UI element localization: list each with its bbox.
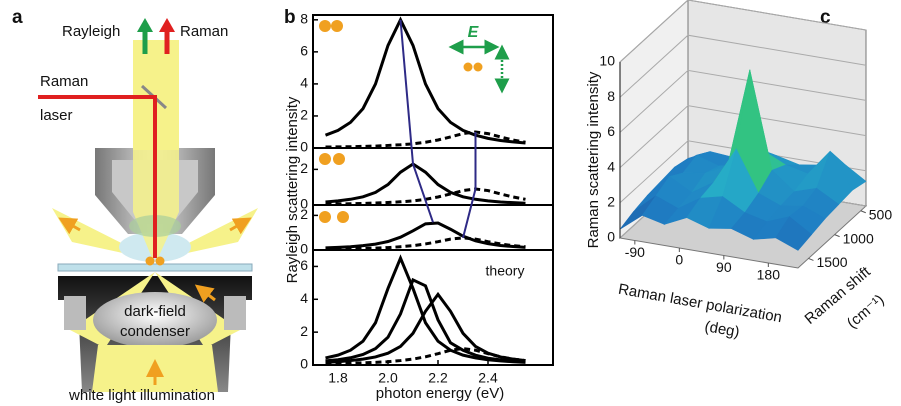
y-tick-label: 0 xyxy=(300,139,308,155)
grid-line xyxy=(619,105,867,168)
slide xyxy=(57,263,253,272)
y-tick-label: 1000 xyxy=(843,230,874,246)
label: Rayleigh xyxy=(62,23,120,40)
label: condenser xyxy=(120,323,190,340)
y-axis-label: Rayleigh scattering intensity xyxy=(284,96,301,283)
condenser-lens xyxy=(93,292,217,348)
y-tick xyxy=(834,234,840,238)
peak-trace xyxy=(399,19,434,223)
y-axis-label: (cm⁻¹) xyxy=(844,291,888,332)
y-tick xyxy=(860,210,866,214)
arrow xyxy=(58,217,81,235)
series-line xyxy=(325,236,526,251)
y-tick-label: 2 xyxy=(300,107,308,123)
stop xyxy=(64,296,86,330)
z-axis-label: Raman scattering intensity xyxy=(585,71,602,248)
x-tick-label: 2.0 xyxy=(378,370,398,386)
y-tick-label: 0 xyxy=(300,356,308,372)
label: Raman xyxy=(180,23,228,40)
x-axis-label: Raman laser polarization xyxy=(617,281,783,327)
annotation: theory xyxy=(486,263,525,279)
x-tick-label: 2.2 xyxy=(428,370,448,386)
grid-line xyxy=(619,69,867,133)
plot-frame xyxy=(312,249,554,366)
z-tick-label: 10 xyxy=(599,53,615,69)
setup-diagram: a Rayleigh Raman Raman laser dark-field … xyxy=(12,7,258,404)
label: dark-field xyxy=(124,303,186,320)
laser xyxy=(38,95,157,258)
y-tick-label: 1500 xyxy=(816,254,847,270)
arrow xyxy=(229,217,252,235)
y-tick-label: 6 xyxy=(300,257,308,273)
dimer-icons xyxy=(319,20,510,223)
z-tick-label: 4 xyxy=(607,158,615,174)
y-tick-label: 4 xyxy=(300,290,308,306)
series-line xyxy=(325,130,526,149)
y-tick-label: 2 xyxy=(300,160,308,176)
x-tick-label: 2.4 xyxy=(478,370,498,386)
z-tick-label: 0 xyxy=(607,229,615,245)
y-tick-label: 2 xyxy=(300,323,308,339)
z-tick-label: 2 xyxy=(607,194,615,210)
series-line xyxy=(325,277,526,364)
y-tick-label: 4 xyxy=(300,75,308,91)
series-line xyxy=(325,221,526,250)
series-line xyxy=(324,16,526,145)
field-label: E xyxy=(468,24,480,41)
x-tick-label: 180 xyxy=(757,267,781,283)
y-tick-label: 6 xyxy=(300,43,308,59)
y-tick-label: 0 xyxy=(300,196,308,212)
arrow-head xyxy=(137,18,153,32)
label: white light illumination xyxy=(68,387,215,404)
surface-cell xyxy=(775,216,813,251)
z-tick-label: 6 xyxy=(607,123,615,139)
series-line xyxy=(325,162,526,205)
y-tick-label: 8 xyxy=(300,11,308,27)
stop xyxy=(224,296,246,330)
z-tick-label: 8 xyxy=(607,88,615,104)
series-line xyxy=(325,291,526,364)
panel-label: c xyxy=(820,7,831,28)
label: Raman xyxy=(40,73,88,90)
y-tick-label: 2 xyxy=(300,206,308,222)
x-axis-label: (deg) xyxy=(703,318,740,341)
x-axis-label: photon energy (eV) xyxy=(376,385,504,402)
panel-label: a xyxy=(12,7,23,28)
x-tick-label: 1.8 xyxy=(328,370,348,386)
x-tick-label: 90 xyxy=(716,259,732,275)
panel-label: b xyxy=(284,7,296,28)
x-tick-label: 0 xyxy=(675,252,683,268)
arrow xyxy=(194,284,216,303)
x-tick-label: -90 xyxy=(625,244,645,260)
series-line xyxy=(325,347,526,366)
label: laser xyxy=(40,107,73,124)
peak-trace xyxy=(462,131,477,239)
plot-frame xyxy=(312,14,554,149)
arrow-head xyxy=(159,18,175,32)
y-tick xyxy=(808,257,814,261)
plot-frame xyxy=(312,204,554,251)
y-tick-label: 500 xyxy=(869,206,893,222)
grid-line xyxy=(619,34,867,98)
particle xyxy=(155,256,165,266)
particle xyxy=(145,256,155,266)
grid-line xyxy=(619,140,867,204)
grid-line xyxy=(619,0,867,63)
y-tick-label: 0 xyxy=(300,241,308,257)
